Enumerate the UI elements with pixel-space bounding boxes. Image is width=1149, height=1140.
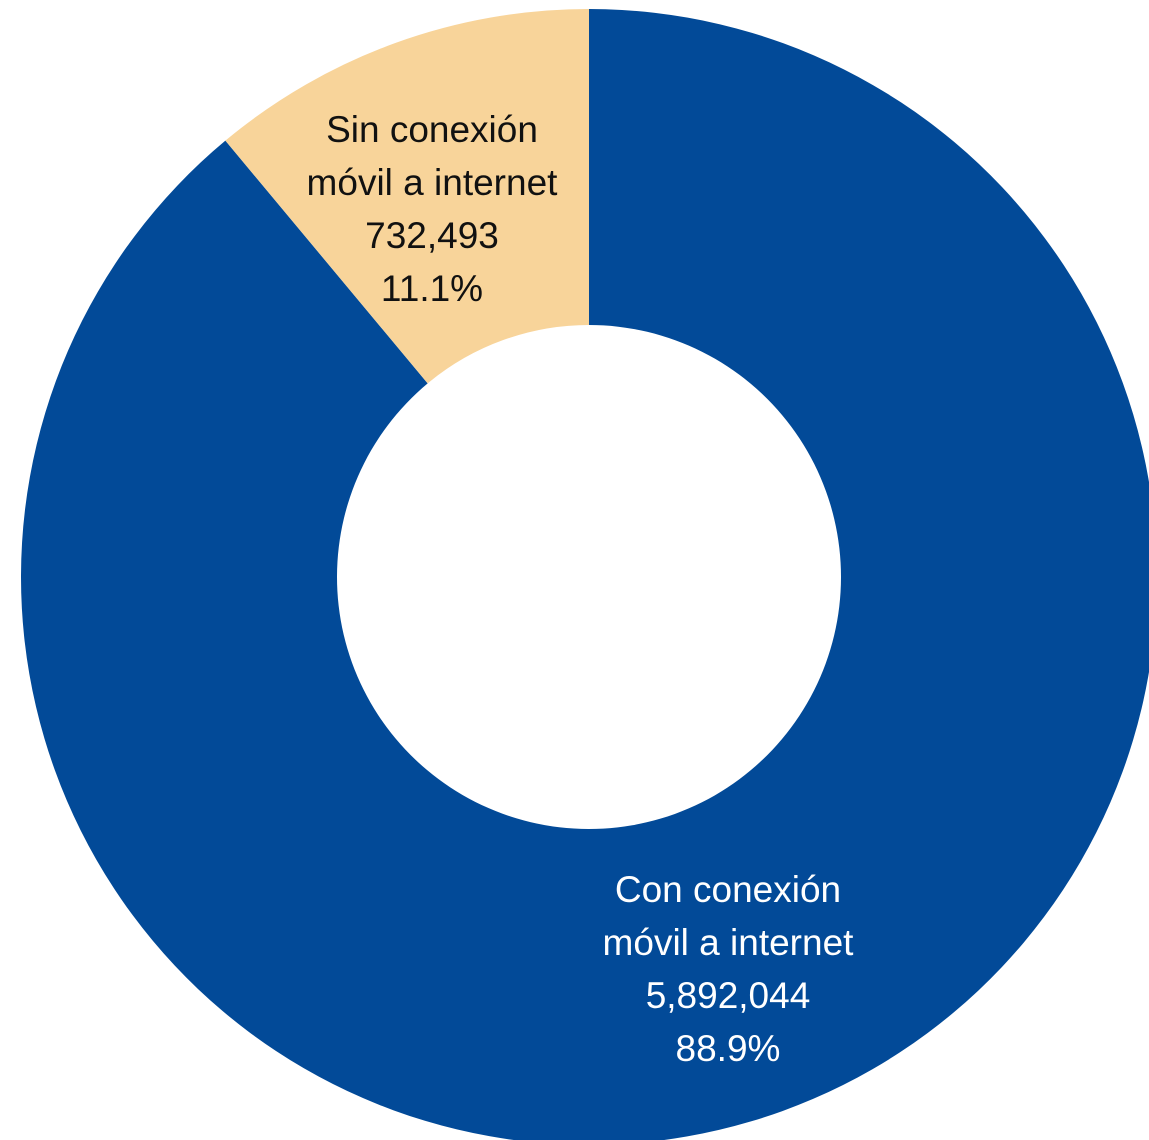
value-label: 732,493 [365, 215, 499, 256]
percent-label: 88.9% [676, 1028, 781, 1069]
category-line-2: móvil a internet [603, 922, 855, 963]
slice-con-conexion [21, 9, 1149, 1140]
category-line-1: Sin conexión [326, 109, 538, 150]
category-line-2: móvil a internet [307, 162, 559, 203]
slice-sin-conexion [225, 9, 589, 384]
slices-layer [21, 9, 1149, 1140]
category-line-1: Con conexión [615, 869, 841, 910]
slice-label-sin-conexion: Sin conexión móvil a internet 732,493 11.1% [307, 109, 559, 309]
value-label: 5,892,044 [646, 975, 811, 1016]
percent-label: 11.1% [381, 268, 483, 309]
labels-layer: Con conexión móvil a internet 5,892,044 88.… [307, 109, 855, 1069]
slice-label-con-conexion: Con conexión móvil a internet 5,892,044 88.… [603, 869, 855, 1069]
